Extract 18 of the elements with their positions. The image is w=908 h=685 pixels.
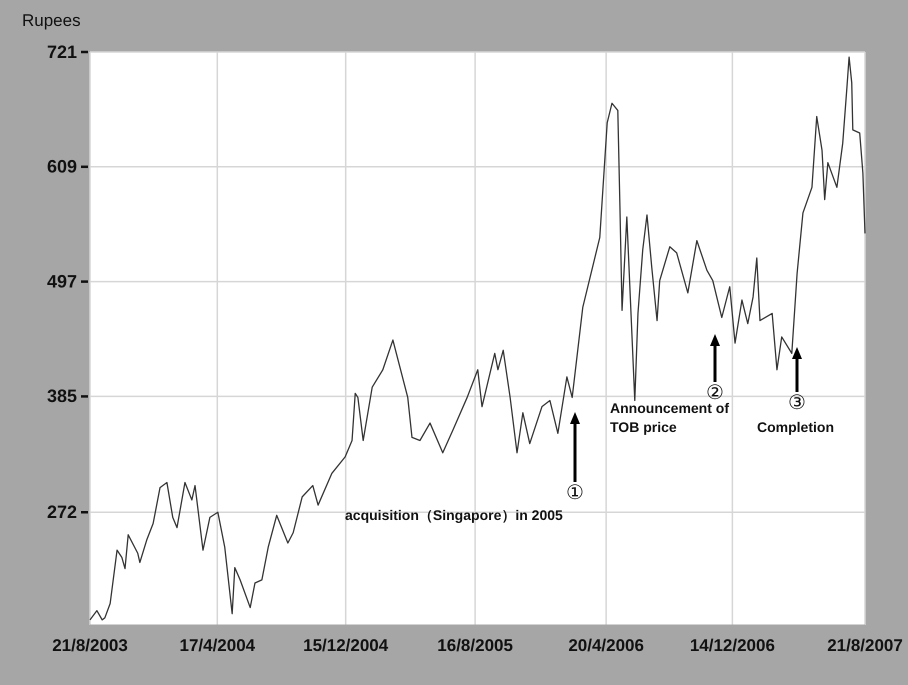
line-series xyxy=(89,56,866,621)
y-tick-label: 497 xyxy=(46,271,77,292)
y-tick-label: 385 xyxy=(46,386,77,406)
annotation: ③ xyxy=(788,390,806,414)
annotation: Completion xyxy=(757,419,834,435)
x-tick-label: 16/8/2005 xyxy=(437,636,513,656)
x-tick-label: 21/8/2007 xyxy=(827,636,903,656)
x-tick-label: 15/12/2004 xyxy=(303,636,389,656)
x-tick-label: 17/4/2004 xyxy=(179,636,256,656)
y-tick-label: 272 xyxy=(46,502,77,522)
x-tick-label: 21/8/2003 xyxy=(52,636,128,656)
annotation: ① xyxy=(566,480,584,504)
y-axis-title: Rupees xyxy=(22,11,81,30)
y-tick-label: 609 xyxy=(46,156,77,177)
x-tick-label: 20/4/2006 xyxy=(568,636,644,656)
annotation: acquisition（Singapore）in 2005 xyxy=(345,507,564,523)
x-tick-label: 14/12/2006 xyxy=(690,636,775,656)
y-tick-label: 721 xyxy=(46,42,77,62)
